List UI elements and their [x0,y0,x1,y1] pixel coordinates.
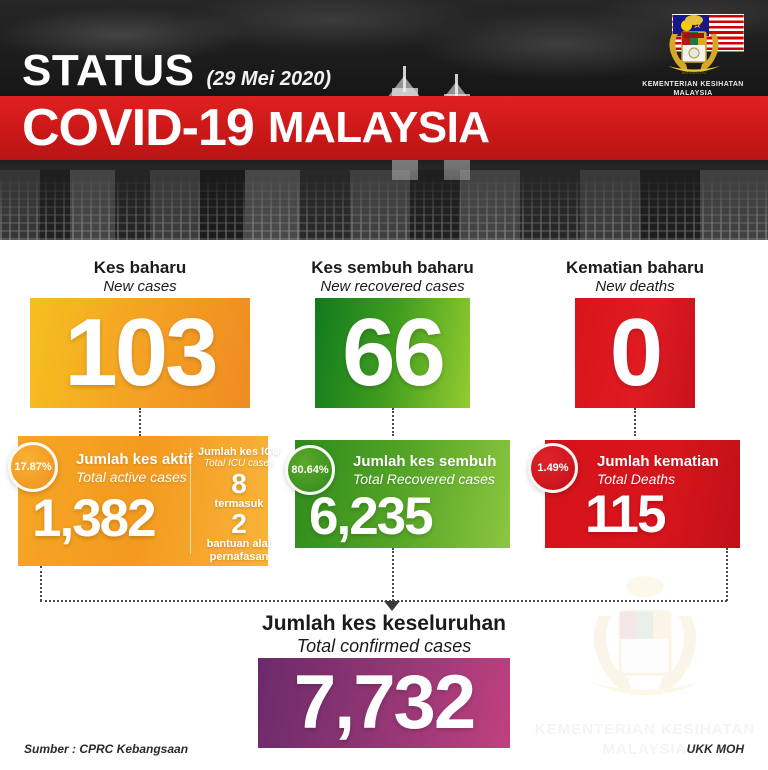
source-label: Sumber : CPRC Kebangsaan [24,742,189,756]
total-active-cases-panel: Jumlah kes aktif Total active cases 1,38… [18,436,280,566]
icu-title-en: Total ICU cases [203,458,275,470]
svg-text:BERSEKUTU: BERSEKUTU [682,70,707,75]
tower-spire-right [455,74,458,98]
grand-total-card: 7,732 [258,658,510,748]
new-cases-title-ms: Kes baharu [93,258,187,277]
coat-of-arms-icon: BERSEKUTU [668,14,720,75]
bracket-arrow-icon [384,601,400,611]
recovered-percent-badge: 80.64% [285,445,335,495]
bracket-left-stem [40,566,42,601]
column-heading-new-recovered: Kes sembuh baharu New recovered cases [280,258,505,296]
grand-total-value: 7,732 [293,660,476,746]
icu-divider [190,448,191,554]
new-deaths-card: 0 [575,298,695,408]
new-deaths-title-en: New deaths [595,277,675,295]
new-cases-card: 103 [30,298,250,408]
recovered-percent-value: 80.64% [291,464,329,476]
new-recovered-card: 66 [315,298,470,408]
deaths-percent-badge: 1.49% [528,443,578,493]
new-deaths-title-ms: Kematian baharu [566,258,704,277]
flag-star-icon: ✰ [693,20,702,31]
deaths-title-ms: Jumlah kematian [597,453,719,470]
status-label: STATUS [22,46,195,95]
connector-new-deaths [634,408,636,436]
recovered-value: 6,235 [309,487,434,546]
city-skyline [0,170,768,240]
bracket-center-stem [392,548,394,601]
ministry-label: KEMENTERIAN KESIHATAN MALAYSIA [630,80,756,99]
active-title-en: Total active cases [76,469,187,485]
deaths-value: 115 [585,485,667,544]
covid-label: COVID-19 [22,99,255,157]
ventilator-label: bantuan alat pernafasan [206,538,272,563]
tower-spire-left [403,66,406,92]
ministry-line-2: MALAYSIA [673,90,713,98]
active-title-ms: Jumlah kes aktif [76,451,193,468]
grand-total-title-en: Total confirmed cases [296,636,472,657]
icu-breakdown: Jumlah kes ICU Total ICU cases 8 termasu… [196,446,282,564]
title-band: COVID-19 MALAYSIA [0,96,768,160]
ventilator-count: 2 [231,508,247,540]
recovered-title-ms: Jumlah kes sembuh [353,453,497,470]
connector-new-cases [139,408,141,436]
grand-total-heading: Jumlah kes keseluruhan Total confirmed c… [184,612,584,658]
new-recovered-title-ms: Kes sembuh baharu [311,258,474,277]
active-value: 1,382 [32,489,157,548]
connector-new-recovered [392,408,394,436]
watermark-line-2: MALAYSIA [602,740,688,758]
icu-title-ms: Jumlah kes ICU [198,446,280,458]
grand-total-title-ms: Jumlah kes keseluruhan [262,612,506,635]
status-heading: STATUS (29 Mei 2020) [22,46,331,96]
new-deaths-value: 0 [609,298,663,406]
city-lights-texture [0,176,768,240]
column-heading-new-deaths: Kematian baharu New deaths [525,258,745,296]
new-cases-value: 103 [64,298,218,406]
deaths-percent-value: 1.49% [537,462,569,474]
watermark-line-1: KEMENTERIAN KESIHATAN [534,721,756,738]
bracket-horizontal [40,600,727,602]
header-banner: STATUS (29 Mei 2020) COVID-19 MALAYSIA ✰… [0,0,768,240]
flag-crescent-icon [681,20,692,31]
icu-connector-label: termasuk [214,497,264,510]
icu-count: 8 [231,467,247,499]
bracket-right-stem [726,548,728,601]
new-recovered-value: 66 [342,298,446,406]
column-heading-new-cases: Kes baharu New cases [30,258,250,296]
new-recovered-title-en: New recovered cases [320,277,465,295]
total-recovered-panel: Jumlah kes sembuh Total Recovered cases … [295,440,510,548]
country-label: MALAYSIA [267,103,490,152]
statistics-board: KEMENTERIAN KESIHATAN MALAYSIA Kes bahar… [0,240,768,768]
new-cases-title-en: New cases [103,277,177,295]
ministry-line-1: KEMENTERIAN KESIHATAN [642,81,744,88]
active-percent-value: 17.87% [14,461,52,473]
report-date: (29 Mei 2020) [206,68,331,90]
credit-label: UKK MOH [686,742,744,756]
recovered-title-en: Total Recovered cases [353,471,495,487]
active-percent-badge: 17.87% [8,442,58,492]
total-deaths-panel: Jumlah kematian Total Deaths 115 [545,440,740,548]
deaths-title-en: Total Deaths [597,471,676,487]
